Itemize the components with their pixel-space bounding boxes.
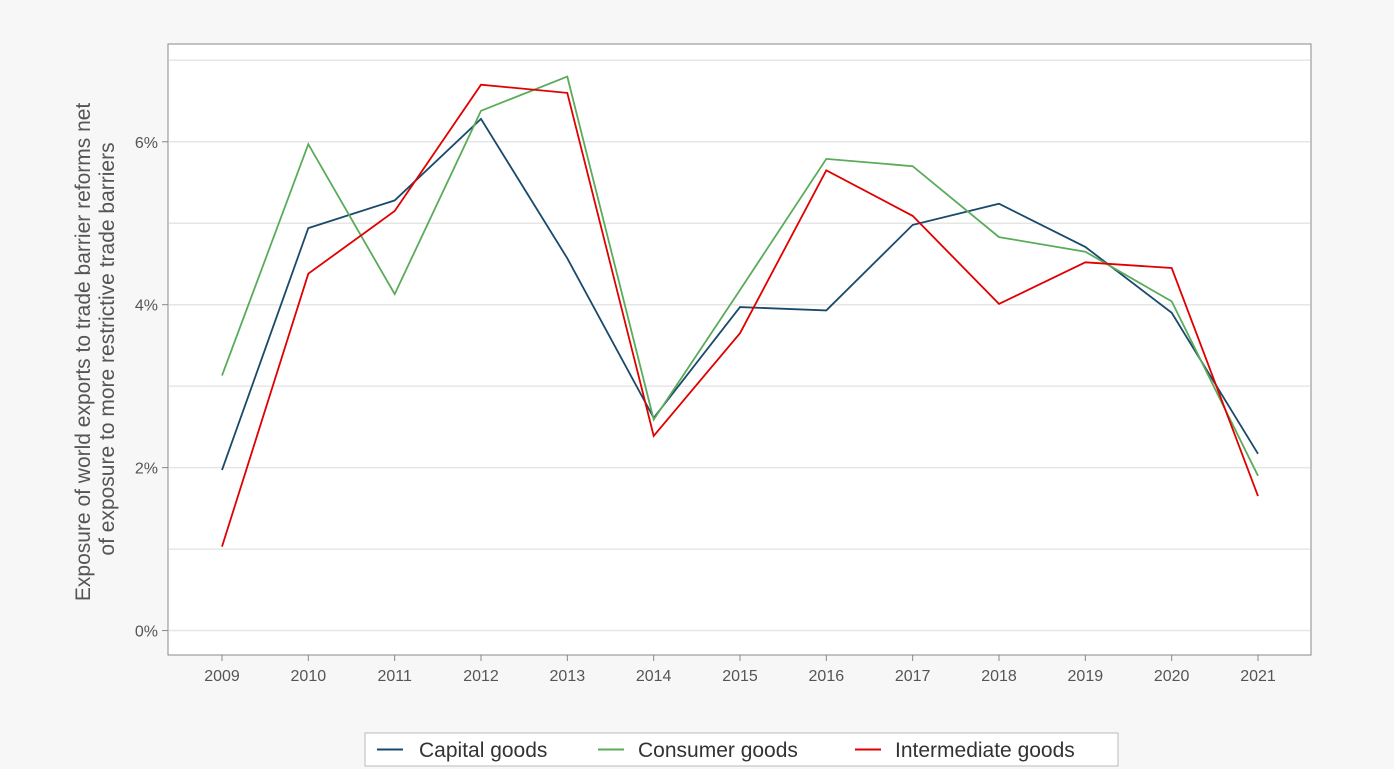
x-tick-label: 2018 xyxy=(981,668,1017,685)
x-tick-label: 2020 xyxy=(1154,668,1190,685)
y-axis-title-line-2: of exposure to more restrictive trade ba… xyxy=(96,142,119,555)
y-tick-label: 6% xyxy=(135,135,158,152)
legend-label-consumer: Consumer goods xyxy=(638,739,798,762)
series-lines xyxy=(221,75,1259,547)
y-axis-title: Exposure of world exports to trade barri… xyxy=(72,97,119,601)
y-tick-label: 0% xyxy=(135,624,158,641)
y-axis-ticks: 0% 2% 4% 6% xyxy=(135,135,168,641)
x-tick-label: 2016 xyxy=(809,668,845,685)
grid-lines xyxy=(169,59,1310,632)
legend-label-capital: Capital goods xyxy=(419,739,547,762)
x-tick-label: 2019 xyxy=(1068,668,1104,685)
y-tick-label: 2% xyxy=(135,461,158,478)
series-line-capital-goods xyxy=(221,117,1259,471)
y-tick-label: 4% xyxy=(135,298,158,315)
series-line-consumer-goods xyxy=(221,75,1259,477)
y-axis-title-line-1: Exposure of world exports to trade barri… xyxy=(72,103,95,602)
x-tick-label: 2017 xyxy=(895,668,931,685)
x-tick-label: 2010 xyxy=(291,668,327,685)
legend: Capital goods Consumer goods Intermediat… xyxy=(364,732,1119,767)
legend-label-intermediate: Intermediate goods xyxy=(895,739,1075,762)
x-tick-label: 2015 xyxy=(722,668,758,685)
x-axis-ticks: 2009 2010 2011 2012 2013 2014 2015 2016 2017 2018… xyxy=(204,655,1276,685)
x-tick-label: 2013 xyxy=(550,668,586,685)
x-tick-label: 2011 xyxy=(377,668,412,685)
x-tick-label: 2021 xyxy=(1240,668,1276,685)
series-line-intermediate-goods xyxy=(221,83,1259,547)
x-tick-label: 2009 xyxy=(204,668,240,685)
legend-box xyxy=(364,732,1119,767)
plot-background xyxy=(167,43,1312,656)
x-tick-label: 2014 xyxy=(636,668,672,685)
x-tick-label: 2012 xyxy=(463,668,499,685)
